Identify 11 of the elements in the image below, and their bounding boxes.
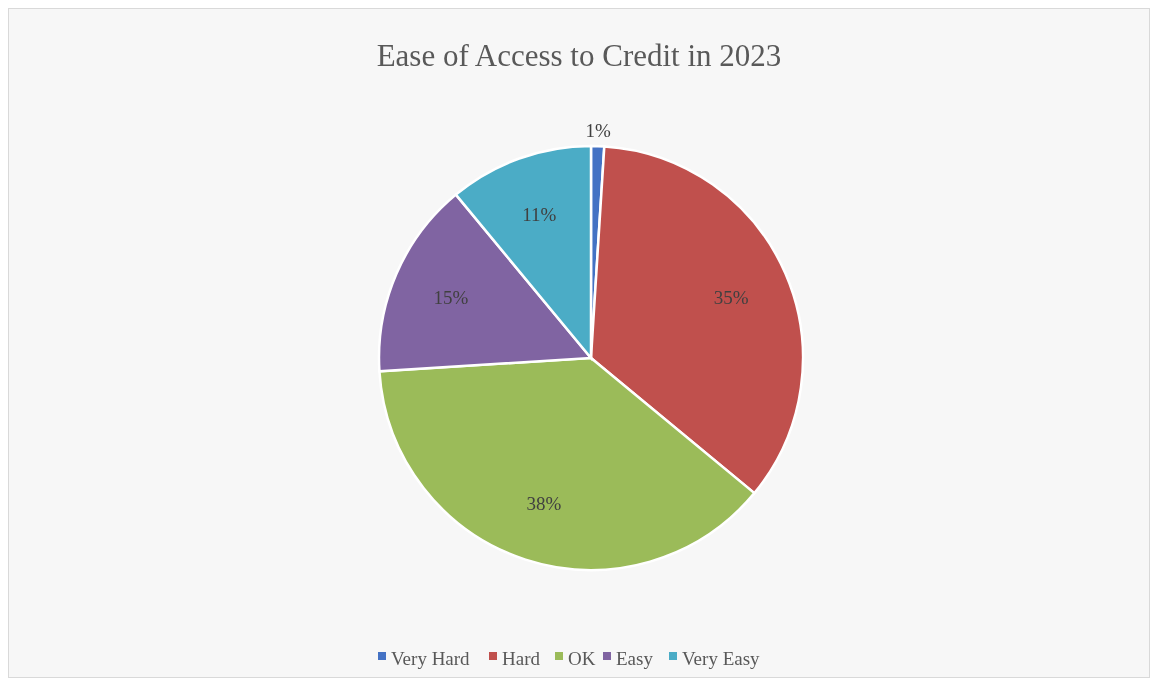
data-label: 38% xyxy=(526,492,562,514)
chart-title: Ease of Access to Credit in 2023 xyxy=(376,38,782,73)
data-label: 1% xyxy=(585,119,611,141)
legend-label: Very Easy xyxy=(682,647,761,669)
data-label: 15% xyxy=(433,287,469,309)
legend-label: Very Hard xyxy=(391,647,471,669)
legend-label: OK xyxy=(568,647,596,669)
data-label: 35% xyxy=(713,287,749,309)
legend-label: Easy xyxy=(616,647,654,669)
legend-label: Hard xyxy=(502,647,541,669)
data-label: 11% xyxy=(522,204,557,226)
